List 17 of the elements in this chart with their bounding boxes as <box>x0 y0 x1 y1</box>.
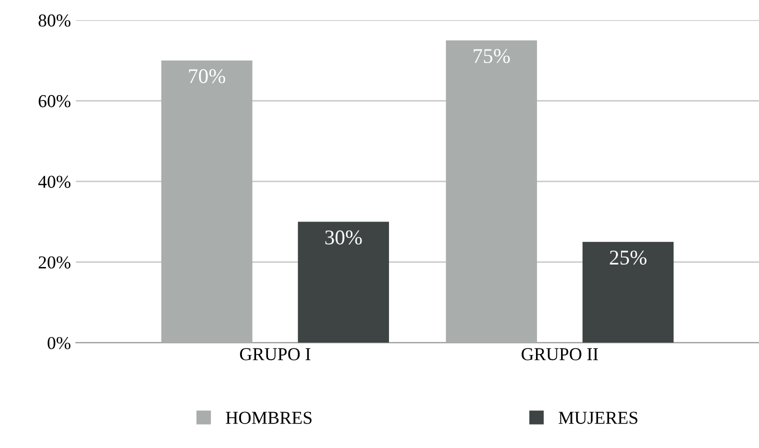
bar <box>161 60 252 343</box>
bar <box>298 222 389 343</box>
y-tick-label: 80% <box>38 14 70 27</box>
data-label: 75% <box>474 48 510 64</box>
y-tick-label: 20% <box>38 256 70 269</box>
y-tick-label: 0% <box>48 336 70 350</box>
data-label: 25% <box>610 250 646 265</box>
legend-label: MUJERES <box>558 412 638 424</box>
legend-label: HOMBRES <box>226 412 312 424</box>
y-tick-label: 60% <box>38 95 70 108</box>
y-tick-label: 40% <box>38 176 70 188</box>
bar <box>446 40 537 343</box>
x-tick-label: GRUPO II <box>522 348 598 360</box>
data-label: 30% <box>325 230 362 245</box>
bar <box>582 242 674 343</box>
data-label: 70% <box>189 69 226 84</box>
x-tick-label: GRUPO I <box>240 348 310 360</box>
